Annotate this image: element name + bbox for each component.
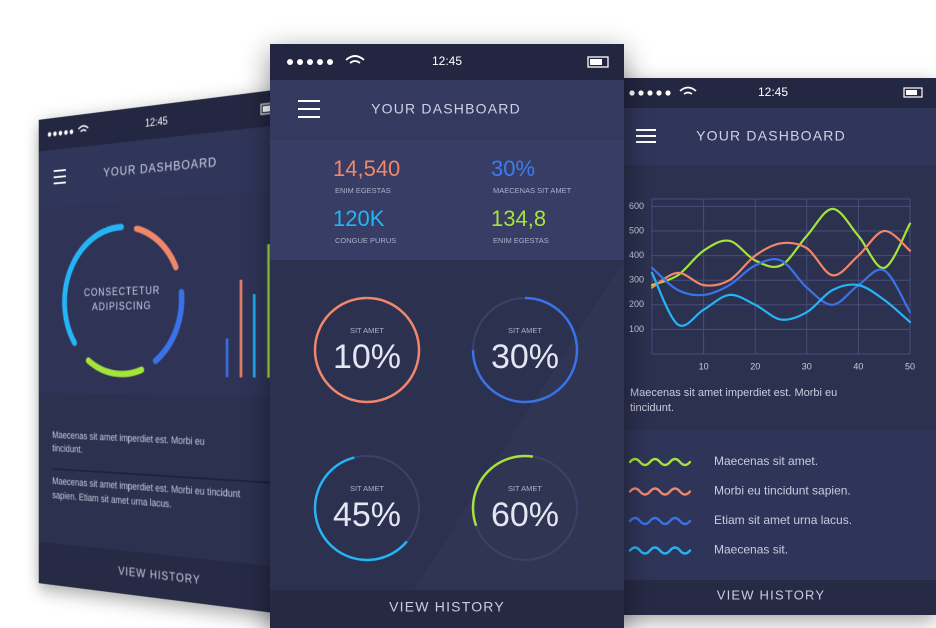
legend-swatch: [628, 487, 692, 496]
signal-dots: [287, 59, 333, 65]
ring-label: CONSECTETUR: [84, 284, 160, 299]
footer-button[interactable]: VIEW HISTORY: [389, 599, 505, 615]
signal-dots: [629, 90, 671, 96]
status-time: 12:45: [145, 115, 168, 130]
legend-swatch: [628, 457, 692, 467]
legend-swatch: [628, 546, 692, 555]
center-screen: 12:45 YOUR DASHBOARD 14,540 ENIM EGESTAS…: [270, 44, 624, 628]
right-screen: 12:45 YOUR DASHBOARD Maecenas sit amet i…: [610, 78, 936, 615]
legend-label: Maecenas sit amet.: [714, 454, 818, 468]
left-screen: 12:45 YOUR DASHBOARD CONSECTETUR ADIPISC…: [38, 88, 291, 615]
y-tick-label: 500: [629, 225, 644, 235]
gauge-value: 45%: [333, 496, 401, 534]
caption-line: Maecenas sit amet imperdiet est. Morbi e…: [630, 387, 837, 399]
header: [270, 80, 624, 140]
footer-bar[interactable]: [610, 580, 936, 615]
wifi-icon: [345, 55, 365, 64]
battery: [903, 87, 923, 98]
battery: [587, 56, 609, 68]
y-tick-label: 400: [629, 250, 644, 260]
x-tick-label: 20: [750, 361, 760, 371]
x-tick-label: 30: [802, 361, 812, 371]
legend-label: Morbi eu tincidunt sapien.: [714, 484, 851, 498]
legend-label: Etiam sit amet urna lacus.: [714, 513, 852, 527]
battery-level: [906, 90, 917, 95]
stat-value: 120K: [333, 206, 385, 231]
ring-label: ADIPISCING: [92, 300, 151, 314]
legend-swatch: [628, 516, 692, 526]
gauge-caption: SIT AMET: [508, 484, 542, 493]
gauge-value: 30%: [491, 338, 559, 376]
x-tick-label: 10: [699, 361, 709, 371]
legend-label: Maecenas sit.: [714, 543, 788, 557]
y-tick-label: 200: [629, 299, 644, 309]
legend-panel: [610, 430, 936, 580]
stat-value: 14,540: [333, 156, 400, 181]
caption-line: tincidunt.: [630, 402, 674, 414]
menu-icon[interactable]: [636, 129, 656, 143]
footer-button[interactable]: VIEW HISTORY: [717, 587, 826, 602]
paragraph-line: tincidunt.: [52, 443, 82, 456]
x-tick-label: 40: [853, 361, 863, 371]
line-series: [650, 229, 912, 289]
gauge-caption: SIT AMET: [350, 326, 384, 335]
header-title: YOUR DASHBOARD: [371, 101, 521, 117]
status-time: 12:45: [758, 85, 788, 99]
ring-panel: [38, 188, 291, 398]
y-tick-label: 600: [629, 201, 644, 211]
gauge-value: 10%: [333, 338, 401, 376]
header-title: YOUR DASHBOARD: [696, 128, 846, 144]
footer-bar[interactable]: [270, 590, 624, 628]
header: [38, 124, 291, 208]
y-tick-label: 300: [629, 275, 644, 285]
center-phone: 12:45 YOUR DASHBOARD 14,540 ENIM EGESTAS…: [270, 44, 624, 628]
gauge-caption: SIT AMET: [508, 326, 542, 335]
stat-label: CONGUE PURUS: [335, 236, 396, 245]
gauge-arc: [471, 296, 579, 404]
y-tick-label: 100: [629, 324, 644, 334]
line-series: [650, 271, 912, 327]
gauge-arc: [471, 454, 579, 562]
left-phone: 12:45 YOUR DASHBOARD CONSECTETUR ADIPISC…: [38, 88, 291, 615]
stat-label: ENIM EGESTAS: [493, 236, 549, 245]
stat-label: MAECENAS SIT AMET: [493, 186, 572, 195]
stat-value: 134,8: [491, 206, 546, 231]
stat-label: ENIM EGESTAS: [335, 186, 391, 195]
status-bar: [610, 78, 936, 108]
line-series: [650, 258, 912, 314]
footer-bar[interactable]: [38, 541, 291, 615]
x-tick-label: 50: [905, 361, 915, 371]
menu-icon[interactable]: [298, 100, 320, 118]
battery-level: [590, 59, 602, 65]
wifi-icon: [679, 86, 697, 95]
right-phone: 12:45 YOUR DASHBOARD Maecenas sit amet i…: [610, 78, 936, 615]
status-time: 12:45: [432, 54, 462, 68]
gauge-value: 60%: [491, 496, 559, 534]
stat-value: 30%: [491, 156, 535, 181]
stats-panel: [270, 140, 624, 260]
gauge-arc: [313, 296, 421, 404]
header: [610, 108, 936, 165]
gauge-caption: SIT AMET: [350, 484, 384, 493]
